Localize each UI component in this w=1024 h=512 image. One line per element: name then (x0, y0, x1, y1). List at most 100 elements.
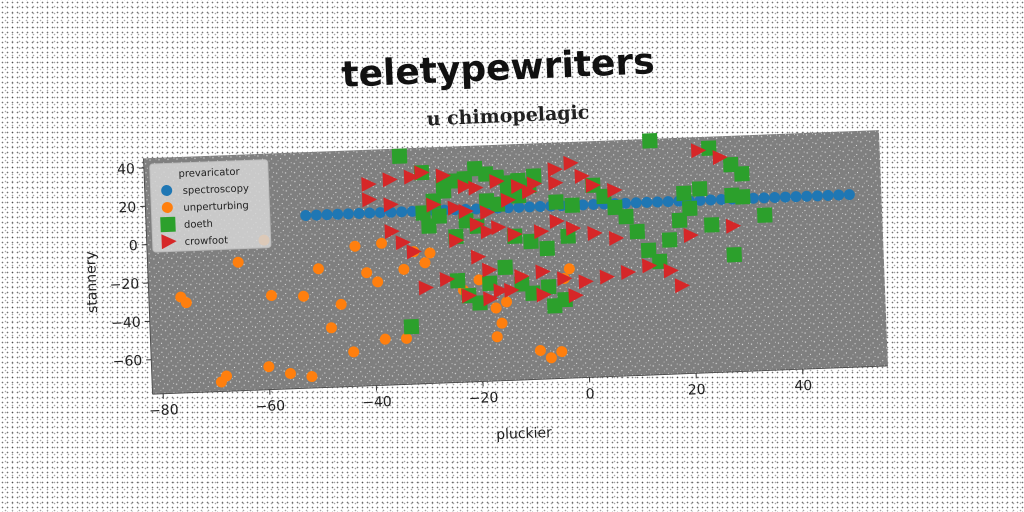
point-doeth (676, 185, 692, 202)
point-crowfoot (504, 282, 520, 298)
point-crowfoot (482, 262, 498, 278)
point-crowfoot (480, 224, 496, 240)
point-unperturbing (348, 346, 360, 358)
point-spectroscopy (332, 208, 344, 220)
point-spectroscopy (321, 209, 333, 221)
point-crowfoot (663, 263, 679, 279)
point-crowfoot (395, 235, 411, 251)
legend-marker-doeth (160, 216, 176, 233)
point-spectroscopy (534, 200, 546, 212)
y-tick-label: −20 (109, 276, 139, 293)
chart-subtitle: u chimopelagic (426, 101, 590, 130)
point-doeth (629, 223, 646, 240)
point-unperturbing (361, 267, 373, 279)
point-unperturbing (398, 263, 410, 275)
chart-title: teletypewriters (341, 41, 656, 96)
point-doeth (703, 217, 720, 233)
point-unperturbing (496, 317, 508, 329)
point-crowfoot (568, 288, 584, 304)
point-doeth (671, 212, 688, 229)
point-crowfoot (448, 233, 465, 249)
plot-group: prevaricator spectroscopy unperturbing doet… (109, 130, 888, 419)
point-unperturbing (349, 240, 361, 252)
point-unperturbing (232, 256, 244, 268)
x-axis-label: pluckier (496, 425, 553, 443)
point-crowfoot (607, 182, 623, 198)
point-crowfoot (620, 265, 637, 281)
point-unperturbing (221, 370, 233, 382)
point-doeth (421, 218, 437, 234)
point-spectroscopy (470, 203, 482, 215)
point-crowfoot (526, 176, 543, 192)
point-crowfoot (690, 143, 707, 159)
point-crowfoot (489, 174, 505, 190)
point-crowfoot (674, 278, 691, 294)
point-unperturbing (284, 368, 296, 380)
point-doeth (548, 194, 564, 210)
point-crowfoot (536, 287, 552, 303)
point-unperturbing (419, 257, 431, 269)
point-crowfoot (458, 204, 474, 220)
point-crowfoot (549, 213, 565, 229)
point-spectroscopy (779, 191, 791, 203)
point-unperturbing (545, 352, 557, 364)
x-tick-label: −20 (469, 390, 499, 407)
point-doeth (661, 232, 678, 248)
point-crowfoot (493, 283, 509, 299)
point-doeth (726, 246, 743, 263)
x-axis: −80 −60 −40 −20 0 20 40 (149, 365, 888, 419)
point-unperturbing (490, 302, 502, 314)
data-marks (175, 133, 855, 388)
point-spectroscopy (694, 194, 706, 206)
point-crowfoot (712, 150, 728, 166)
point-doeth (724, 187, 740, 204)
point-doeth (756, 207, 773, 223)
point-crowfoot (435, 168, 451, 184)
point-crowfoot (447, 200, 463, 216)
point-crowfoot (483, 291, 499, 307)
point-spectroscopy (524, 201, 536, 213)
point-spectroscopy (843, 189, 855, 201)
point-crowfoot (514, 269, 530, 285)
point-spectroscopy (790, 191, 802, 203)
legend-title: prevaricator (178, 167, 240, 180)
point-spectroscopy (513, 201, 525, 213)
point-crowfoot (500, 192, 516, 208)
point-crowfoot (383, 197, 399, 213)
point-crowfoot (557, 271, 573, 287)
point-spectroscopy (577, 199, 589, 211)
x-tick-label: 20 (688, 382, 706, 399)
point-crowfoot (469, 217, 485, 233)
legend-marker-unperturbing (161, 201, 173, 213)
y-tick-label: −40 (111, 315, 141, 332)
point-spectroscopy (833, 189, 845, 201)
point-doeth (564, 197, 581, 214)
point-unperturbing (501, 296, 513, 308)
point-crowfoot (403, 169, 420, 185)
point-doeth (449, 272, 466, 289)
point-spectroscopy (374, 207, 386, 219)
point-spectroscopy (811, 190, 823, 202)
point-unperturbing (335, 298, 347, 310)
point-crowfoot (563, 155, 579, 171)
point-unperturbing (473, 274, 485, 286)
point-doeth (391, 148, 408, 164)
point-crowfoot (565, 221, 582, 237)
point-crowfoot (414, 165, 430, 181)
point-spectroscopy (342, 208, 354, 220)
x-tick-label: 40 (794, 378, 812, 395)
point-unperturbing (312, 263, 324, 275)
y-tick-label: 20 (118, 200, 136, 217)
x-axis-line (152, 365, 888, 395)
point-unperturbing (180, 297, 192, 309)
point-crowfoot (608, 230, 625, 246)
point-crowfoot (468, 180, 484, 196)
point-spectroscopy (406, 205, 418, 217)
point-unperturbing (491, 331, 503, 343)
point-unperturbing (534, 344, 546, 356)
point-spectroscopy (801, 190, 813, 202)
point-unperturbing (325, 322, 337, 334)
point-spectroscopy (822, 189, 834, 201)
point-crowfoot (426, 197, 442, 213)
